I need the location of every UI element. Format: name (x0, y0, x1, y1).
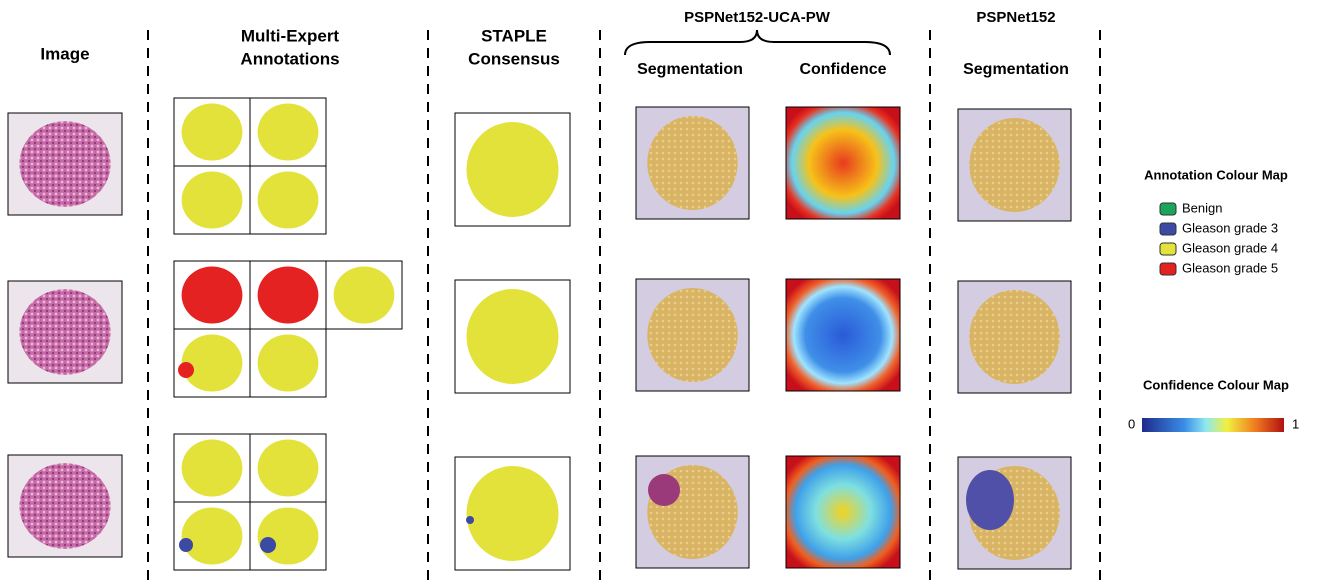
region (182, 507, 243, 564)
confidence-panel (786, 456, 900, 568)
confidence-panel (786, 107, 900, 219)
header: Consensus (468, 49, 560, 68)
region (966, 470, 1014, 530)
annotation-legend: Annotation Colour Map Benign Gleason grad… (1144, 167, 1288, 275)
confidence-panel (786, 279, 900, 391)
region (19, 121, 110, 207)
region (182, 334, 243, 391)
colormap-min: 0 (1128, 416, 1135, 431)
header: Image (40, 44, 89, 63)
legend-title: Annotation Colour Map (1144, 167, 1288, 182)
region (182, 171, 243, 228)
headers: Image Multi-Expert Annotations STAPLE Co… (40, 9, 1068, 78)
region (969, 118, 1059, 212)
header: PSPNet152 (976, 9, 1055, 26)
legend-label: Gleason grade 3 (1182, 220, 1278, 235)
legend-label: Gleason grade 5 (1182, 260, 1278, 275)
legend-swatch (1160, 223, 1176, 235)
region (334, 266, 395, 323)
panels (8, 98, 1071, 570)
header: PSPNet152-UCA-PW (684, 9, 831, 26)
region (647, 288, 737, 382)
region (258, 171, 319, 228)
header: Confidence (799, 61, 886, 78)
confidence-legend: Confidence Colour Map 0 1 (1128, 377, 1299, 432)
region (647, 116, 737, 210)
header: Annotations (240, 49, 339, 68)
region (182, 103, 243, 160)
colormap-max: 1 (1292, 416, 1299, 431)
legend-swatch (1160, 243, 1176, 255)
region (19, 463, 110, 549)
header: STAPLE (481, 26, 547, 45)
region (19, 289, 110, 375)
legend-swatch (1160, 263, 1176, 275)
region (258, 507, 319, 564)
figure: Image Multi-Expert Annotations STAPLE Co… (0, 0, 1327, 588)
region (258, 439, 319, 496)
header: Multi-Expert (241, 26, 340, 45)
region (182, 266, 243, 323)
region (258, 266, 319, 323)
header: Segmentation (637, 61, 743, 78)
region (258, 334, 319, 391)
region (179, 538, 193, 552)
colormap-bar (1142, 418, 1284, 432)
region (178, 362, 194, 378)
region (258, 103, 319, 160)
region (969, 290, 1059, 384)
region (467, 122, 559, 217)
region (648, 474, 680, 506)
region (182, 439, 243, 496)
region (467, 289, 559, 384)
region (466, 516, 474, 524)
header: Segmentation (963, 61, 1069, 78)
region (467, 466, 559, 561)
legend-label: Gleason grade 4 (1182, 240, 1278, 255)
region (260, 537, 276, 553)
legend-label: Benign (1182, 200, 1222, 215)
legend-swatch (1160, 203, 1176, 215)
brace (625, 30, 890, 55)
legend-title: Confidence Colour Map (1143, 377, 1289, 392)
